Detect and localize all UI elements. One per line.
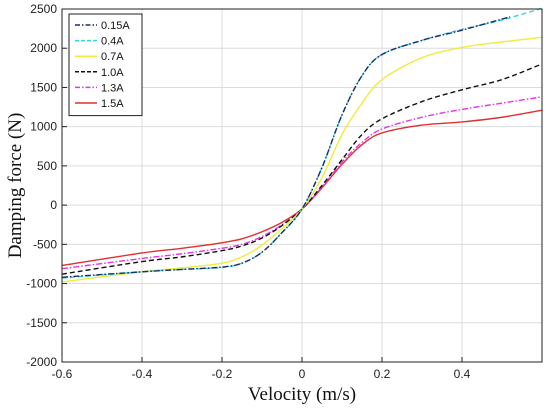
legend-entry-label: 1.3A bbox=[101, 82, 124, 94]
y-tick-label: -500 bbox=[33, 237, 57, 251]
y-tick-label: -1500 bbox=[26, 316, 57, 330]
series-line-1_3a bbox=[61, 96, 543, 270]
y-tick-label: 0 bbox=[50, 198, 57, 212]
series-line-0_7a bbox=[61, 36, 543, 283]
x-tick-label: -0.4 bbox=[132, 367, 153, 381]
series-line-1_0a bbox=[61, 63, 543, 275]
y-tick-label: 2000 bbox=[30, 41, 57, 55]
legend-entry-label: 0.7A bbox=[101, 51, 124, 63]
axis-ticks: -0.6 -0.4 -0.2 0 0.2 0.4 -2000 -1500 -1000 -500 0 5… bbox=[26, 2, 470, 381]
legend-entry-label: 1.0A bbox=[101, 67, 124, 79]
x-tick-label: -0.6 bbox=[52, 367, 73, 381]
legend-entry-label: 1.5A bbox=[101, 98, 124, 110]
y-tick-label: -1000 bbox=[26, 277, 57, 291]
x-tick-label: -0.2 bbox=[212, 367, 233, 381]
x-tick-label: 0 bbox=[299, 367, 306, 381]
y-tick-label: 500 bbox=[37, 159, 57, 173]
x-axis-label: Velocity (m/s) bbox=[248, 384, 356, 405]
x-tick-label: 0.4 bbox=[454, 367, 471, 381]
series-line-0_15a bbox=[61, 16, 511, 278]
legend: 0.15A 0.4A 0.7A 1.0A 1.3A 1.5A bbox=[68, 13, 143, 117]
series-lines bbox=[61, 7, 543, 283]
y-tick-label: 2500 bbox=[30, 2, 57, 16]
y-axis-label: Damping force (N) bbox=[5, 113, 26, 259]
y-tick-label: 1500 bbox=[30, 80, 57, 94]
x-tick-label: 0.2 bbox=[374, 367, 391, 381]
legend-entry-label: 0.15A bbox=[101, 20, 130, 32]
legend-entry-label: 0.4A bbox=[101, 36, 124, 48]
legend-box bbox=[68, 13, 143, 117]
grid bbox=[61, 8, 542, 363]
y-tick-label: 1000 bbox=[30, 120, 57, 134]
y-tick-label: -2000 bbox=[26, 355, 57, 369]
